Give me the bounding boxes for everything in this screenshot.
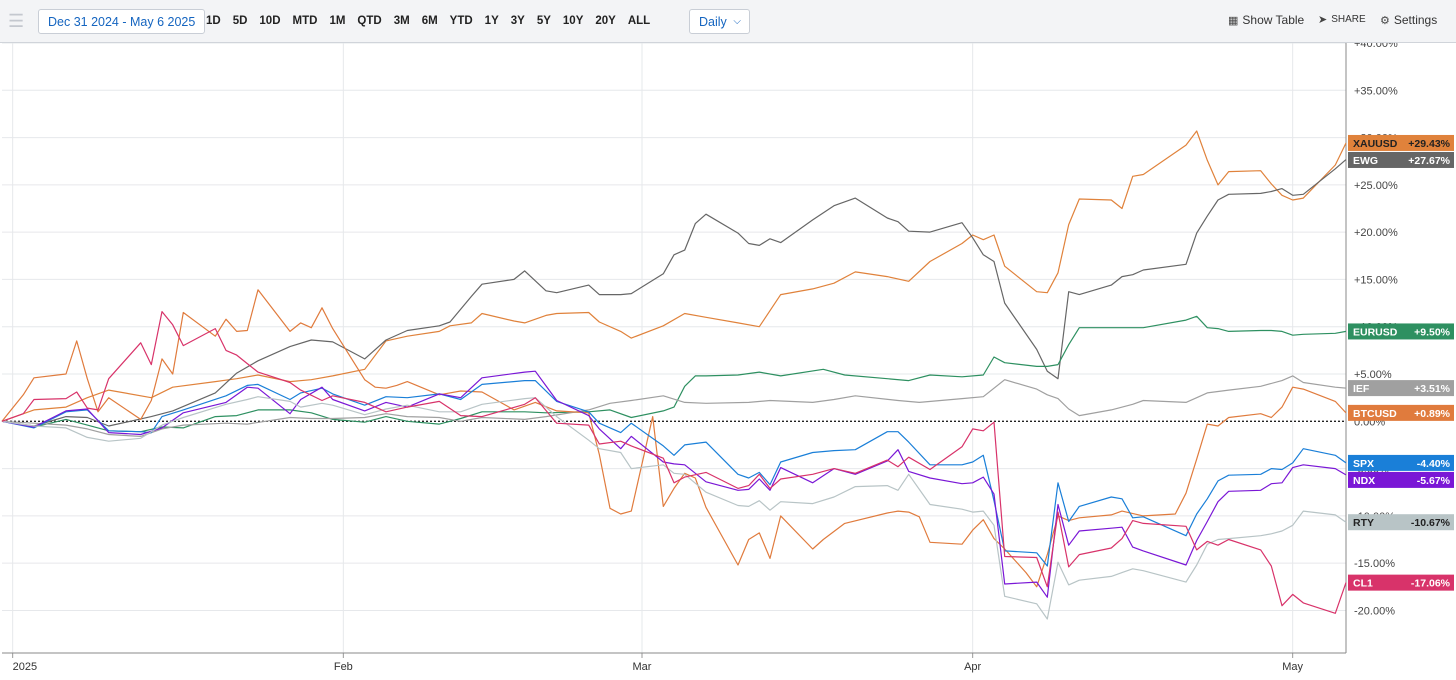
share-label: SHARE [1331, 14, 1366, 25]
series-tag-btcusd[interactable] [1348, 404, 1454, 421]
show-table-button[interactable]: ▦ Show Table [1228, 13, 1304, 27]
share-icon: ➤ [1318, 14, 1328, 26]
series-tag-ndx[interactable] [1348, 471, 1454, 488]
show-table-label: Show Table [1242, 13, 1305, 27]
y-tick-label: +35.00% [1354, 85, 1398, 97]
series-line-ewg[interactable] [1, 159, 1347, 427]
series-tag-value: -10.67% [1411, 517, 1451, 529]
x-tick-label: Apr [964, 661, 981, 673]
y-tick-label: -15.00% [1354, 558, 1395, 570]
series-tag-name: EWG [1353, 155, 1378, 167]
series-tag-name: IEF [1353, 383, 1370, 395]
series-tag-cl1[interactable] [1348, 574, 1454, 591]
settings-button[interactable]: ⚙ Settings [1380, 13, 1437, 27]
range-button-qtd[interactable]: QTD [357, 15, 382, 27]
range-button-3y[interactable]: 3Y [510, 15, 525, 27]
series-tag-rty[interactable] [1348, 514, 1454, 531]
chart-toolbar: ☰ Dec 31 2024 - May 6 2025 1D 5D 10D MTD 1M Q… [0, 0, 1456, 43]
y-tick-label: +15.00% [1354, 274, 1398, 286]
series-tag-value: +9.50% [1414, 326, 1451, 338]
range-button-mtd[interactable]: MTD [292, 15, 318, 27]
series-tag-name: EURUSD [1353, 326, 1398, 338]
range-button-5y[interactable]: 5Y [536, 15, 551, 27]
y-tick-label: -20.00% [1354, 605, 1395, 617]
share-button[interactable]: ➤ SHARE [1318, 13, 1366, 26]
interval-label: Daily [699, 15, 727, 29]
series-line-cl1[interactable] [1, 311, 1347, 614]
x-tick-label: Feb [334, 661, 353, 673]
series-line-ief[interactable] [1, 375, 1347, 437]
series-tag-value: -17.06% [1411, 578, 1451, 590]
chart-area: +40.00%+35.00%+30.00%+25.00%+20.00%+15.0… [0, 38, 1456, 675]
range-button-1m[interactable]: 1M [329, 15, 346, 27]
series-tag-eurusd[interactable] [1348, 323, 1454, 340]
date-range-picker[interactable]: Dec 31 2024 - May 6 2025 [38, 9, 206, 34]
y-tick-label: +5.00% [1354, 369, 1392, 381]
series-line-ndx[interactable] [1, 370, 1347, 598]
series-tag-value: +29.43% [1408, 138, 1450, 150]
x-tick-label: 2025 [13, 661, 37, 673]
series-tag-ief[interactable] [1348, 380, 1454, 397]
series-tag-name: XAUUSD [1353, 138, 1398, 150]
series-tag-spx[interactable] [1348, 454, 1454, 471]
range-button-10d[interactable]: 10D [259, 15, 281, 27]
series-tag-name: RTY [1353, 517, 1374, 529]
series-tag-value: -4.40% [1417, 458, 1451, 470]
range-button-all[interactable]: ALL [627, 15, 651, 27]
series-tag-name: NDX [1353, 475, 1375, 487]
series-tag-value: -5.67% [1417, 475, 1451, 487]
range-button-ytd[interactable]: YTD [449, 15, 473, 27]
gear-icon: ⚙ [1380, 14, 1390, 27]
y-tick-label: +20.00% [1354, 227, 1398, 239]
settings-label: Settings [1393, 13, 1438, 27]
series-tag-value: +27.67% [1408, 155, 1450, 167]
x-tick-label: Mar [633, 661, 652, 673]
series-tag-name: SPX [1353, 458, 1374, 470]
range-button-5d[interactable]: 5D [232, 15, 248, 27]
series-line-spx[interactable] [1, 380, 1347, 567]
series-tag-ewg[interactable] [1348, 151, 1454, 168]
series-line-xauusd[interactable] [1, 130, 1347, 422]
interval-dropdown[interactable]: Daily ⌵ [689, 9, 750, 34]
y-tick-label: +40.00% [1354, 43, 1398, 50]
series-line-rty[interactable] [1, 396, 1347, 620]
range-button-20y[interactable]: 20Y [595, 15, 616, 27]
range-buttons: 1D 5D 10D MTD 1M QTD 3M 6M YTD 1Y 3Y 5Y 10Y 20Y ALL [200, 9, 656, 34]
range-button-10y[interactable]: 10Y [562, 15, 584, 27]
range-button-1d[interactable]: 1D [206, 15, 221, 27]
series-line-btcusd[interactable] [1, 289, 1347, 588]
series-tag-name: BTCUSD [1353, 408, 1397, 420]
performance-chart: +40.00%+35.00%+30.00%+25.00%+20.00%+15.0… [1, 38, 1454, 673]
hamburger-menu-icon[interactable]: ☰ [8, 11, 25, 31]
table-icon: ▦ [1228, 14, 1239, 27]
series-tag-name: CL1 [1353, 578, 1373, 590]
range-button-6m[interactable]: 6M [421, 15, 438, 27]
series-tag-xauusd[interactable] [1348, 134, 1454, 151]
y-tick-label: +25.00% [1354, 180, 1398, 192]
series-line-eurusd[interactable] [1, 315, 1347, 433]
x-tick-label: May [1282, 661, 1303, 673]
chevron-down-icon: ⌵ [733, 16, 741, 27]
range-button-1y[interactable]: 1Y [484, 15, 499, 27]
series-tag-value: +0.89% [1414, 408, 1451, 420]
range-button-3m[interactable]: 3M [393, 15, 410, 27]
series-tag-value: +3.51% [1414, 383, 1451, 395]
